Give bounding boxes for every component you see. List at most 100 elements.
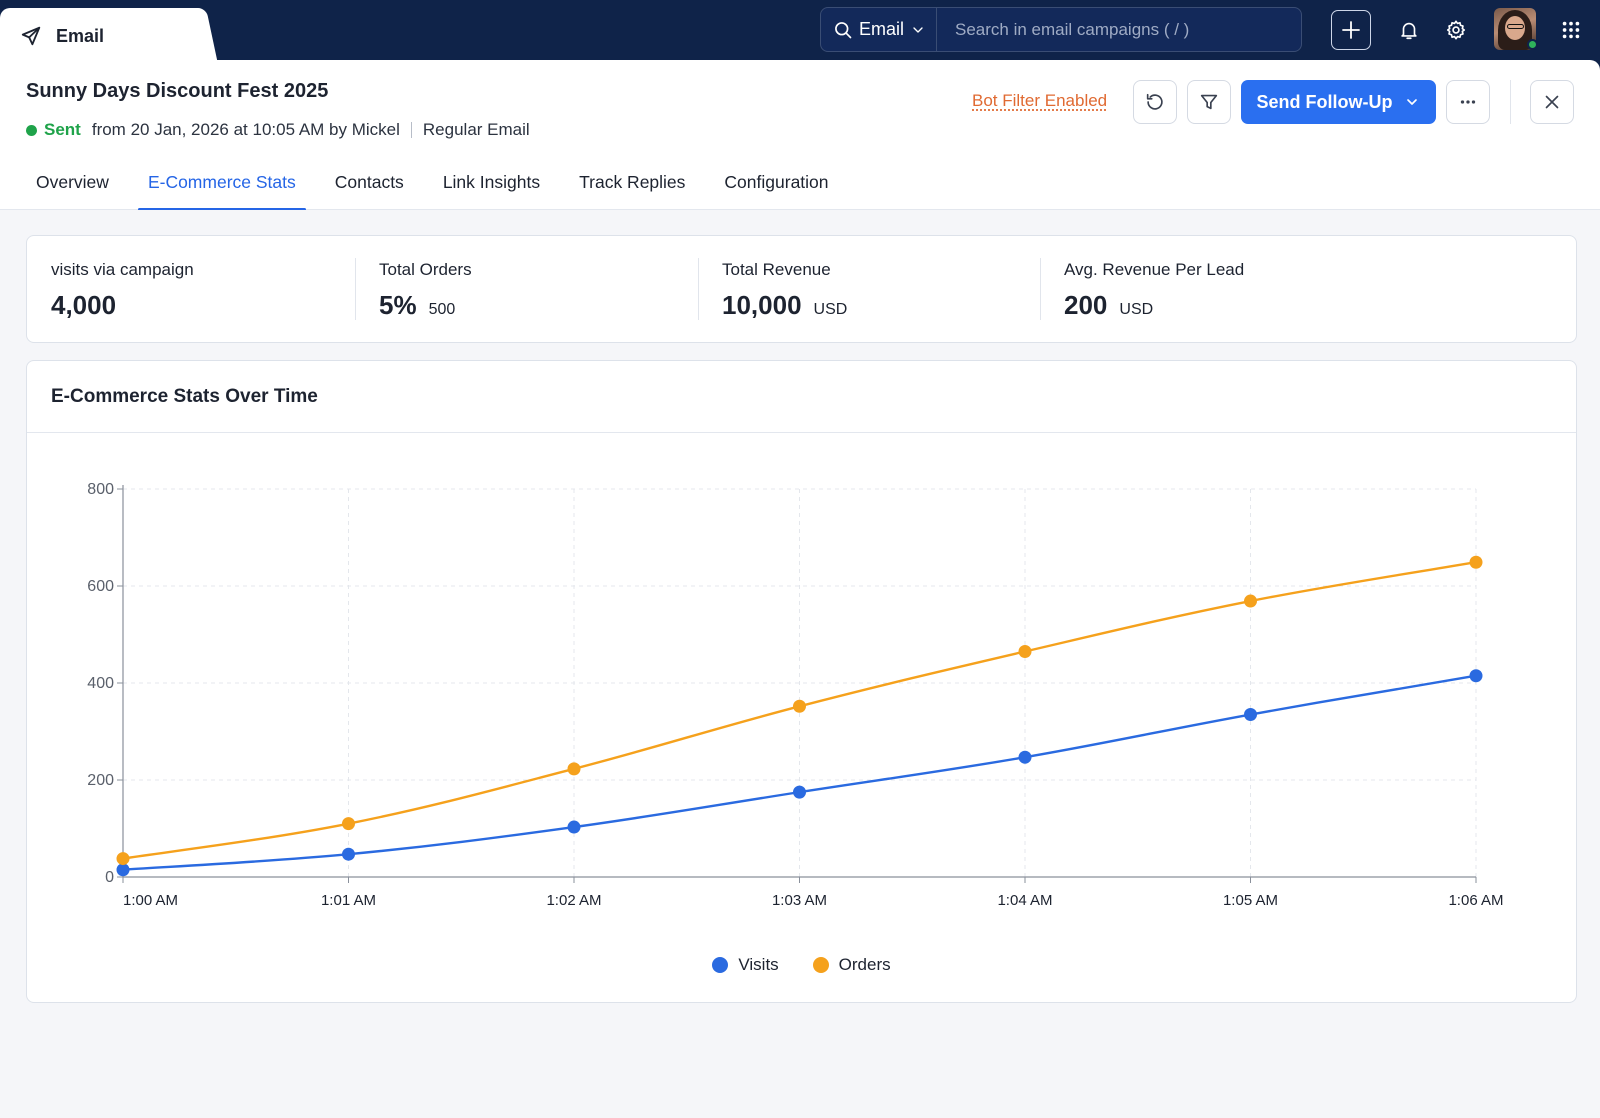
stat-label: Total Revenue	[722, 260, 831, 279]
tab-configuration[interactable]: Configuration	[724, 172, 829, 192]
more-options-button[interactable]	[1446, 80, 1490, 124]
legend-label-visits: Visits	[738, 955, 779, 974]
app-switcher-button[interactable]	[1551, 10, 1591, 50]
top-bar: Email Email	[0, 0, 1600, 64]
stat-value: 5%	[379, 290, 417, 320]
stats-summary-card: visits via campaign 4,000 Total Orders 5…	[26, 235, 1577, 343]
filter-icon	[1200, 94, 1218, 110]
data-point-orders	[1469, 555, 1483, 569]
send-follow-up-button[interactable]: Send Follow-Up	[1241, 80, 1436, 124]
status-label: Sent	[44, 120, 81, 139]
data-point-visits	[793, 785, 806, 799]
stat-divider	[1040, 258, 1041, 320]
stat-total-orders: Total Orders 5% 500	[379, 260, 472, 321]
data-point-visits	[342, 847, 355, 861]
x-tick-label: 1:04 AM	[997, 892, 1052, 909]
online-status-indicator	[1527, 39, 1538, 50]
data-point-orders	[342, 817, 355, 831]
refresh-button[interactable]	[1133, 80, 1177, 124]
stat-value: 200	[1064, 290, 1108, 320]
y-tick-label: 0	[105, 869, 114, 886]
header-divider	[1510, 80, 1511, 124]
x-tick-label: 1:06 AM	[1448, 892, 1503, 909]
tab-ecommerce-stats[interactable]: E-Commerce Stats	[137, 162, 306, 211]
send-follow-up-label: Send Follow-Up	[1256, 91, 1393, 112]
stat-value-row: 5% 500	[379, 290, 472, 321]
stat-unit: USD	[1119, 301, 1154, 318]
x-tick-label: 1:00 AM	[123, 892, 178, 909]
tab-link-insights[interactable]: Link Insights	[442, 172, 541, 192]
chevron-down-icon	[913, 26, 923, 33]
chart-legend: Visits Orders	[27, 955, 1576, 975]
campaign-meta: Sent from 20 Jan, 2026 at 10:05 AM by Mi…	[26, 120, 530, 140]
search-input[interactable]	[937, 8, 1301, 51]
y-tick-label: 200	[87, 772, 114, 789]
tab-track-replies[interactable]: Track Replies	[579, 172, 686, 192]
line-chart: 0 200 400 600 800 1:00 AM 1:01 AM 1:02 AM 1:03 A…	[87, 481, 1503, 909]
legend-swatch-visits	[712, 957, 729, 973]
search-scope-label: Email	[859, 19, 905, 39]
stat-label: Avg. Revenue Per Lead	[1064, 260, 1245, 279]
legend-swatch-orders	[812, 957, 829, 973]
legend-item-visits[interactable]: Visits	[712, 955, 779, 975]
data-point-visits	[1018, 750, 1032, 764]
tab-contacts[interactable]: Contacts	[334, 172, 404, 192]
search-scope-dropdown[interactable]: Email	[821, 8, 937, 51]
stat-divider	[355, 258, 356, 320]
stat-value-row: 4,000	[51, 290, 194, 321]
chart-title: E-Commerce Stats Over Time	[51, 385, 318, 407]
data-point-orders	[567, 762, 581, 776]
stat-divider	[698, 258, 699, 320]
notifications-button[interactable]	[1389, 10, 1429, 50]
y-tick-label: 400	[87, 675, 114, 692]
legend-item-orders[interactable]: Orders	[812, 955, 891, 975]
campaign-header: Sunny Days Discount Fest 2025 Sent from …	[0, 60, 1600, 211]
app-tab-email[interactable]: Email	[0, 8, 198, 64]
campaign-title: Sunny Days Discount Fest 2025	[26, 80, 329, 102]
data-point-visits	[1469, 669, 1483, 683]
data-point-visits	[1244, 708, 1257, 722]
data-point-orders	[1018, 644, 1032, 658]
data-point-orders	[116, 852, 130, 866]
data-point-orders	[1244, 594, 1257, 608]
stat-visits: visits via campaign 4,000	[51, 260, 194, 321]
y-tick-label: 600	[87, 578, 114, 595]
stat-value: 10,000	[722, 290, 802, 320]
data-point-visits	[116, 863, 130, 877]
settings-button[interactable]	[1436, 10, 1476, 50]
chart-card-header: E-Commerce Stats Over Time	[27, 361, 1576, 433]
stat-sub-value: 500	[428, 301, 456, 318]
app-tab-label: Email	[56, 25, 105, 46]
bot-filter-link[interactable]: Bot Filter Enabled	[972, 91, 1108, 110]
filter-button[interactable]	[1187, 80, 1231, 124]
tab-overview[interactable]: Overview	[36, 172, 109, 192]
close-button[interactable]	[1530, 80, 1574, 124]
gear-icon	[1446, 20, 1466, 40]
campaign-type: Regular Email	[422, 120, 530, 139]
data-point-visits	[567, 820, 581, 834]
create-button[interactable]	[1331, 10, 1371, 50]
ecommerce-stats-chart-card: E-Commerce Stats Over Time 0 200 400 600 800…	[26, 360, 1577, 1003]
status-dot	[26, 124, 37, 136]
avatar-glasses	[1507, 24, 1524, 29]
data-point-orders	[793, 699, 806, 713]
close-icon	[1545, 95, 1559, 109]
stat-value-row: 200 USD	[1064, 290, 1244, 321]
stat-value: 4,000	[51, 290, 117, 320]
bell-icon	[1401, 22, 1417, 40]
chevron-down-icon	[1407, 99, 1418, 105]
stat-value-row: 10,000 USD	[722, 290, 847, 321]
more-horizontal-icon	[1460, 100, 1476, 104]
stat-label: Total Orders	[379, 260, 472, 279]
y-tick-label: 800	[87, 481, 114, 498]
search-icon	[835, 21, 852, 38]
grid-apps-icon	[1562, 21, 1580, 39]
refresh-icon	[1146, 93, 1163, 110]
campaign-tabs: Overview E-Commerce Stats Contacts Link …	[26, 162, 858, 211]
content-area: visits via campaign 4,000 Total Orders 5…	[0, 210, 1600, 1118]
stat-avg-revenue-per-lead: Avg. Revenue Per Lead 200 USD	[1064, 260, 1244, 321]
stat-unit: USD	[813, 301, 848, 318]
stat-label: visits via campaign	[51, 260, 194, 279]
x-tick-label: 1:01 AM	[321, 892, 376, 909]
sent-info: from 20 Jan, 2026 at 10:05 AM by Mickel	[91, 120, 400, 139]
